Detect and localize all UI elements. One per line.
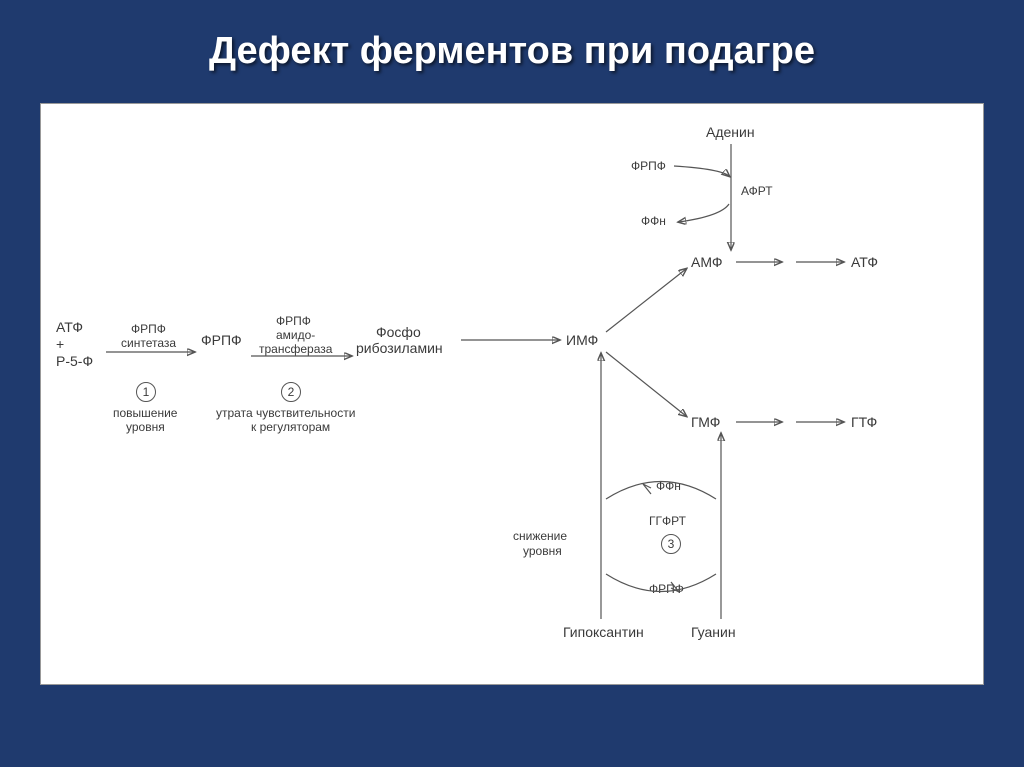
node-guanin: Гуанин [691,624,736,640]
node-phospho-top: Фосфо [376,324,421,340]
label-ggfrt: ГГФРТ [649,514,686,528]
label2-top: утрата чувствительности [216,406,355,420]
circle-1: 1 [136,382,156,402]
page-title: Дефект ферментов при подагре [0,0,1024,93]
label3-top: снижение [513,529,567,543]
circle-3: 3 [661,534,681,554]
node-atf-right: АТФ [851,254,878,270]
label-amido-mid: амидо- [276,328,315,342]
node-gmf: ГМФ [691,414,720,430]
label-frpf-synthetase-bot: синтетаза [121,336,176,350]
node-gtf-right: ГТФ [851,414,877,430]
diagram-container: АТФ + Р-5-Ф ФРПФ синтетаза ФРПФ ФРПФ ами… [40,103,984,685]
label-amido-top: ФРПФ [276,314,311,328]
label3-bot: уровня [523,544,562,558]
label-ffn-top: ФФн [641,214,666,228]
label-ffn-mid: ФФн [656,479,681,493]
arrows-svg [41,104,983,684]
node-imf: ИМФ [566,332,598,348]
label2-bot: к регуляторам [251,420,330,434]
node-frpf: ФРПФ [201,332,242,348]
label1-bot: уровня [126,420,165,434]
node-adenin: Аденин [706,124,755,140]
circle-2: 2 [281,382,301,402]
node-atp-p5f: АТФ + Р-5-Ф [56,319,93,369]
label1-top: повышение [113,406,177,420]
label-frpf-bot: ФРПФ [649,582,684,596]
label-amido-bot: трансфераза [259,342,332,356]
label-afrt: АФРТ [741,184,773,198]
node-hypoxanthin: Гипоксантин [563,624,644,640]
node-phospho-bot: рибозиламин [356,340,443,356]
node-amf: АМФ [691,254,723,270]
label-frpf-synthetase-top: ФРПФ [131,322,166,336]
label-frpf-top: ФРПФ [631,159,666,173]
